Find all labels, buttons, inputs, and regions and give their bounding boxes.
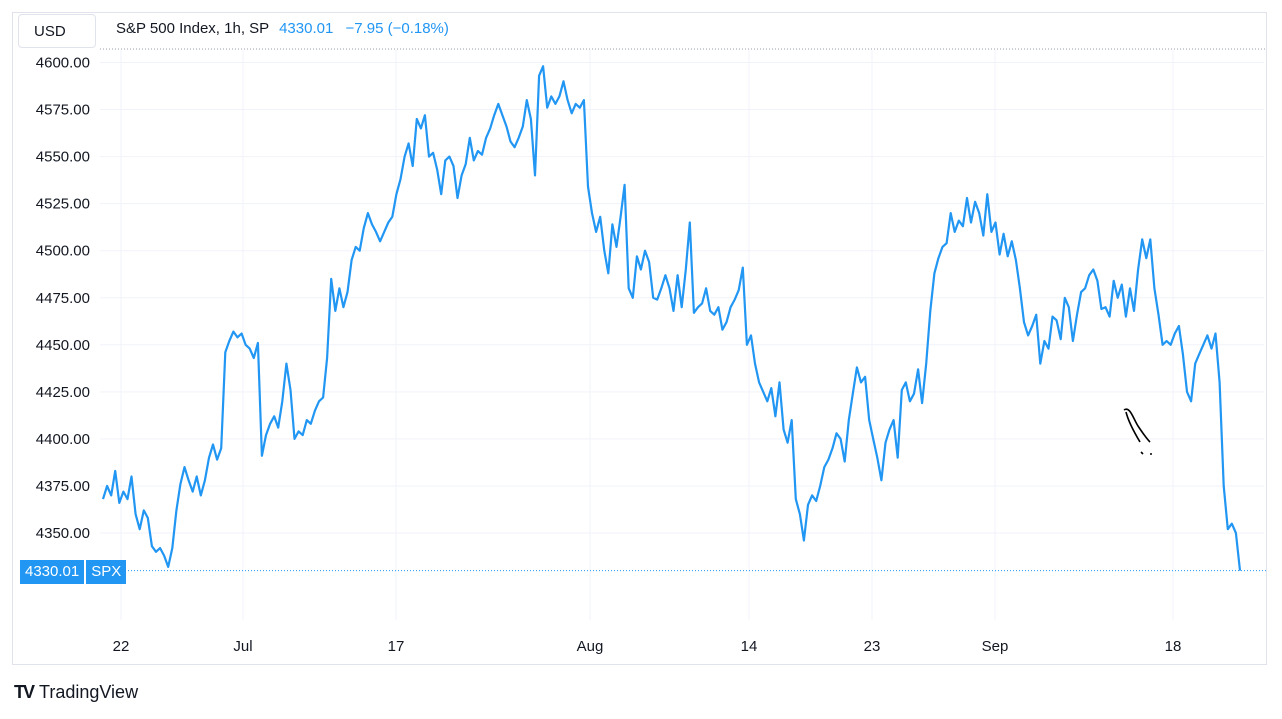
y-tick-label: 4550.00: [36, 149, 90, 166]
y-tick-label: 4450.00: [36, 337, 90, 354]
y-tick-label: 4350.00: [36, 525, 90, 542]
x-tick-label: Sep: [982, 638, 1009, 655]
chart-frame: [12, 12, 1267, 665]
y-tick-label: 4375.00: [36, 478, 90, 495]
y-tick-label: 4425.00: [36, 384, 90, 401]
y-tick-label: 4575.00: [36, 102, 90, 119]
legend-last-price: 4330.01: [279, 20, 334, 37]
last-price-value: 4330.01: [20, 560, 85, 584]
legend-change: −7.95 (−0.18%): [345, 20, 449, 37]
x-tick-label: 17: [388, 638, 405, 655]
tradingview-brand[interactable]: TV TradingView: [14, 682, 138, 703]
tradingview-logo-icon: TV: [14, 682, 35, 702]
horizontal-grid: [100, 62, 1264, 534]
currency-label: USD: [34, 22, 66, 40]
x-tick-label: 18: [1165, 638, 1182, 655]
brand-name: TradingView: [39, 682, 139, 702]
y-tick-label: 4525.00: [36, 196, 90, 213]
x-tick-label: Jul: [233, 638, 252, 655]
x-tick-label: 14: [741, 638, 758, 655]
chart-legend: S&P 500 Index, 1h, SP 4330.01 −7.95 (−0.…: [116, 20, 449, 37]
symbol-title: S&P 500 Index, 1h, SP: [116, 20, 269, 37]
x-axis-ticks: 22 Jul 17 Aug 14 23 Sep 18: [113, 638, 1182, 655]
x-tick-label: Aug: [577, 638, 604, 655]
last-price-badge: 4330.01 SPX: [20, 560, 127, 584]
y-tick-label: 4600.00: [36, 55, 90, 72]
currency-selector[interactable]: USD: [18, 14, 96, 48]
y-tick-label: 4500.00: [36, 243, 90, 260]
x-tick-label: 22: [113, 638, 130, 655]
y-tick-label: 4475.00: [36, 290, 90, 307]
y-axis-ticks: 4600.00 4575.00 4550.00 4525.00 4500.00 4475.…: [36, 55, 90, 543]
x-tick-label: 23: [864, 638, 881, 655]
price-series-line: [101, 65, 1242, 571]
vertical-grid: [120, 50, 1174, 620]
y-tick-label: 4400.00: [36, 431, 90, 448]
last-price-symbol: SPX: [86, 560, 127, 584]
cursor-scribble: [1123, 408, 1152, 455]
